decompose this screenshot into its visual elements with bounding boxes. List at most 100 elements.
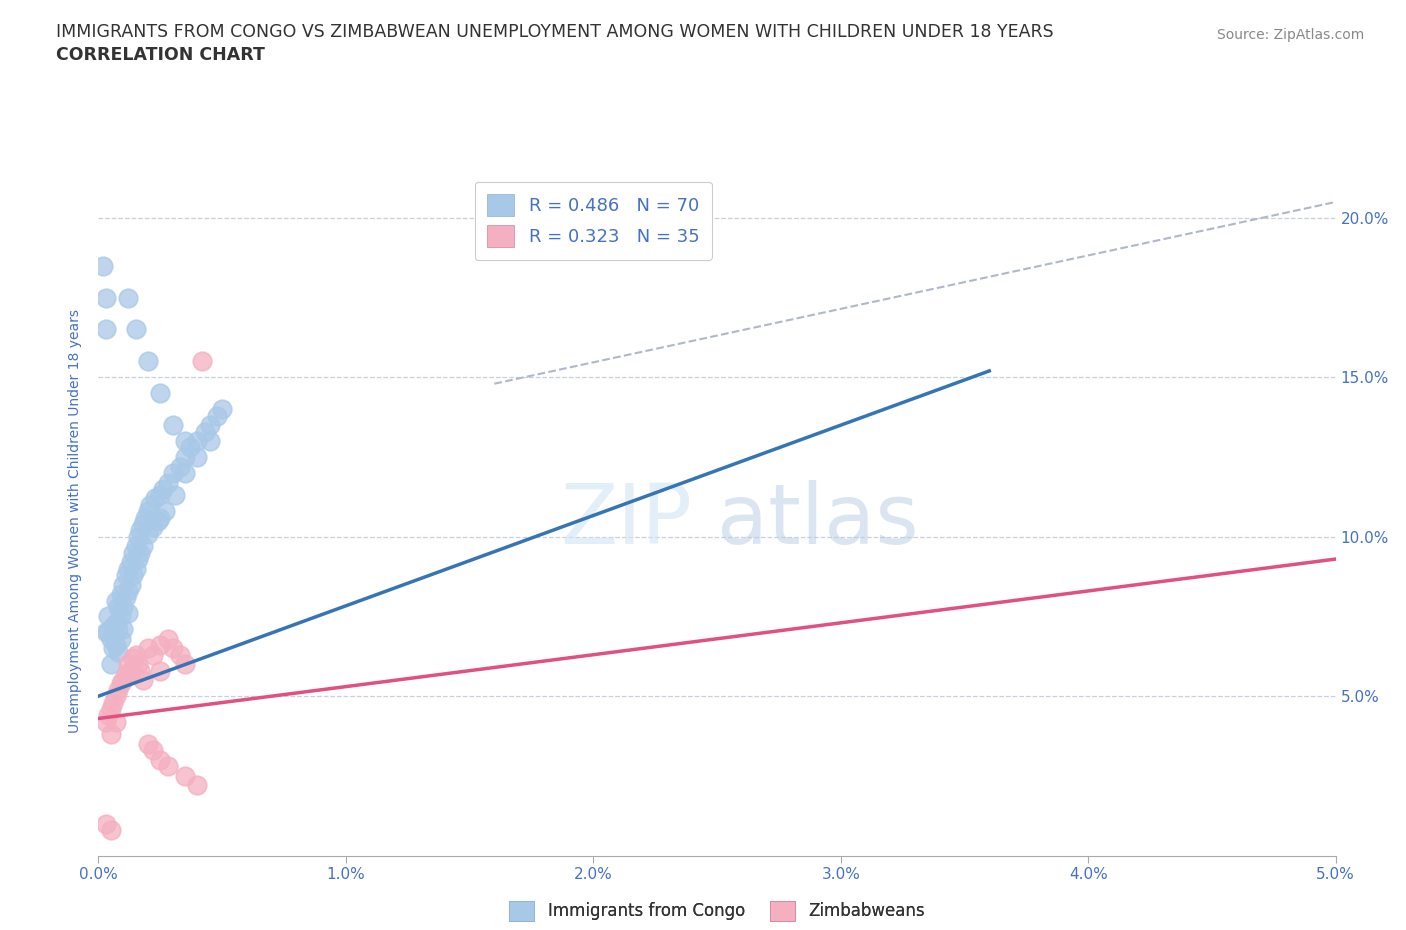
Point [149,488,172,503]
Point [104,689,127,704]
Point [120,555,142,570]
Point [186,433,208,448]
Point [112,578,135,592]
Point [198,433,221,448]
Point [174,449,197,464]
Point [120,663,142,678]
Point [117,290,139,305]
Point [136,504,159,519]
Point [174,768,197,783]
Point [110,676,132,691]
Point [94,817,117,831]
Point [146,513,169,528]
Point [186,778,208,793]
Text: CORRELATION CHART: CORRELATION CHART [56,46,266,64]
Point [107,683,129,698]
Point [149,663,172,678]
Point [142,743,165,758]
Point [104,616,127,631]
Point [93,259,115,273]
Point [117,657,139,671]
Point [107,622,129,637]
Point [169,459,191,474]
Point [136,737,159,751]
Text: Source: ZipAtlas.com: Source: ZipAtlas.com [1216,28,1364,42]
Point [127,657,149,671]
Point [114,667,136,682]
Legend: Immigrants from Congo, Zimbabweans: Immigrants from Congo, Zimbabweans [502,894,932,927]
Point [129,663,152,678]
Point [107,644,129,659]
Point [122,545,145,560]
Point [124,561,146,576]
Point [211,402,233,417]
Point [142,520,165,535]
Point [174,657,197,671]
Point [134,511,156,525]
Point [129,523,152,538]
Point [179,440,201,455]
Point [132,672,155,687]
Point [100,727,122,742]
Point [191,354,214,369]
Point [194,424,217,439]
Point [139,498,162,512]
Point [149,386,172,401]
Point [143,491,166,506]
Point [117,561,139,576]
Point [162,418,184,432]
Point [162,641,184,656]
Point [124,538,146,553]
Point [124,322,146,337]
Point [169,647,191,662]
Point [110,587,132,602]
Point [120,578,142,592]
Point [205,408,228,423]
Point [156,631,179,646]
Point [155,504,177,519]
Point [100,631,122,646]
Point [156,759,179,774]
Point [122,567,145,582]
Point [103,618,125,633]
Point [94,625,117,640]
Point [132,516,155,531]
Text: atlas: atlas [717,480,918,562]
Point [165,488,187,503]
Point [107,600,129,615]
Text: ZIP: ZIP [561,480,692,562]
Point [136,354,159,369]
Point [110,609,132,624]
Point [104,638,127,653]
Point [114,590,136,604]
Point [97,609,120,624]
Point [97,625,120,640]
Point [186,449,208,464]
Point [94,322,117,337]
Point [117,605,139,620]
Point [136,641,159,656]
Point [94,290,117,305]
Point [129,545,152,560]
Point [127,529,149,544]
Point [110,631,132,646]
Point [104,593,127,608]
Point [103,641,125,656]
Point [94,714,117,729]
Point [117,583,139,598]
Point [100,823,122,838]
Point [136,526,159,541]
Point [149,638,172,653]
Point [112,600,135,615]
Point [97,708,120,723]
Point [149,752,172,767]
Y-axis label: Unemployment Among Women with Children Under 18 years: Unemployment Among Women with Children U… [69,309,83,733]
Point [198,418,221,432]
Point [124,647,146,662]
Point [142,647,165,662]
Point [156,475,179,490]
Point [114,567,136,582]
Point [127,551,149,566]
Text: IMMIGRANTS FROM CONGO VS ZIMBABWEAN UNEMPLOYMENT AMONG WOMEN WITH CHILDREN UNDER: IMMIGRANTS FROM CONGO VS ZIMBABWEAN UNEM… [56,23,1054,41]
Point [104,714,127,729]
